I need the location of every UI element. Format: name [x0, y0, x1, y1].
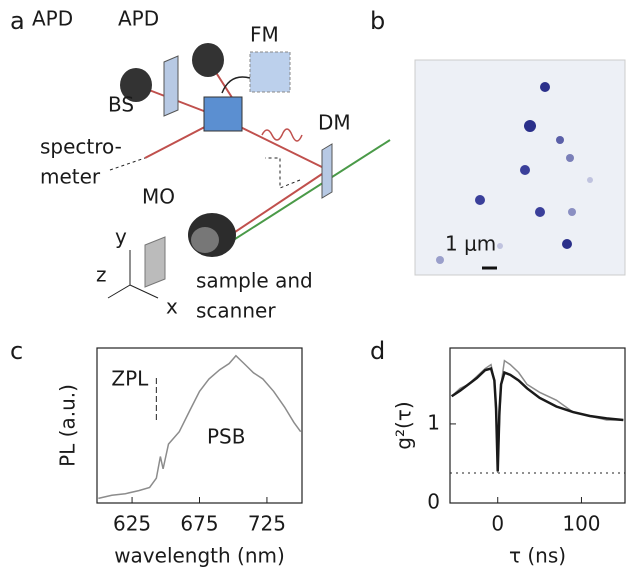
diagram-label: DM: [318, 111, 351, 135]
y-tick-label: 1: [427, 410, 440, 434]
x-tick-label: 725: [248, 512, 286, 536]
panel-label: d: [370, 337, 385, 365]
diagram-label: BS: [108, 93, 134, 117]
diagram-label: z: [96, 263, 107, 287]
diagram-label: spectro-: [40, 135, 122, 159]
x-tick-label: 625: [113, 512, 151, 536]
setup-diagram: [107, 43, 391, 299]
diagram-label: y: [115, 225, 127, 249]
microscope-image: [414, 59, 626, 276]
plot-frame: [96, 347, 303, 504]
x-tick-label: 0: [491, 512, 504, 536]
x-axis-label: τ (ns): [509, 544, 566, 568]
diagram-label: meter: [40, 165, 101, 189]
diagram-label: scanner: [196, 299, 276, 323]
diagram-label: x: [166, 295, 178, 319]
diagram-label: APD: [118, 7, 159, 31]
y-tick-label: 0: [427, 490, 440, 514]
diagram-label: APD: [32, 7, 73, 31]
data-line: [98, 354, 302, 500]
diagram-label: sample and: [196, 269, 313, 293]
x-tick-label: 675: [180, 512, 218, 536]
plot-frame: [449, 347, 626, 504]
panel-label: b: [370, 7, 385, 35]
annotation: PSB: [207, 425, 245, 449]
panel-label: c: [10, 337, 23, 365]
annotation: ZPL: [111, 367, 149, 391]
panel-label: a: [10, 7, 25, 35]
y-axis-label: g²(τ): [392, 401, 416, 449]
y-axis-label: PL (a.u.): [56, 384, 80, 467]
x-axis-label: wavelength (nm): [114, 544, 285, 568]
x-tick-label: 100: [562, 512, 600, 536]
scale-bar-label: 1 μm: [445, 232, 496, 256]
diagram-label: MO: [142, 185, 175, 209]
data-line: [450, 367, 624, 472]
diagram-label: FM: [250, 23, 279, 47]
